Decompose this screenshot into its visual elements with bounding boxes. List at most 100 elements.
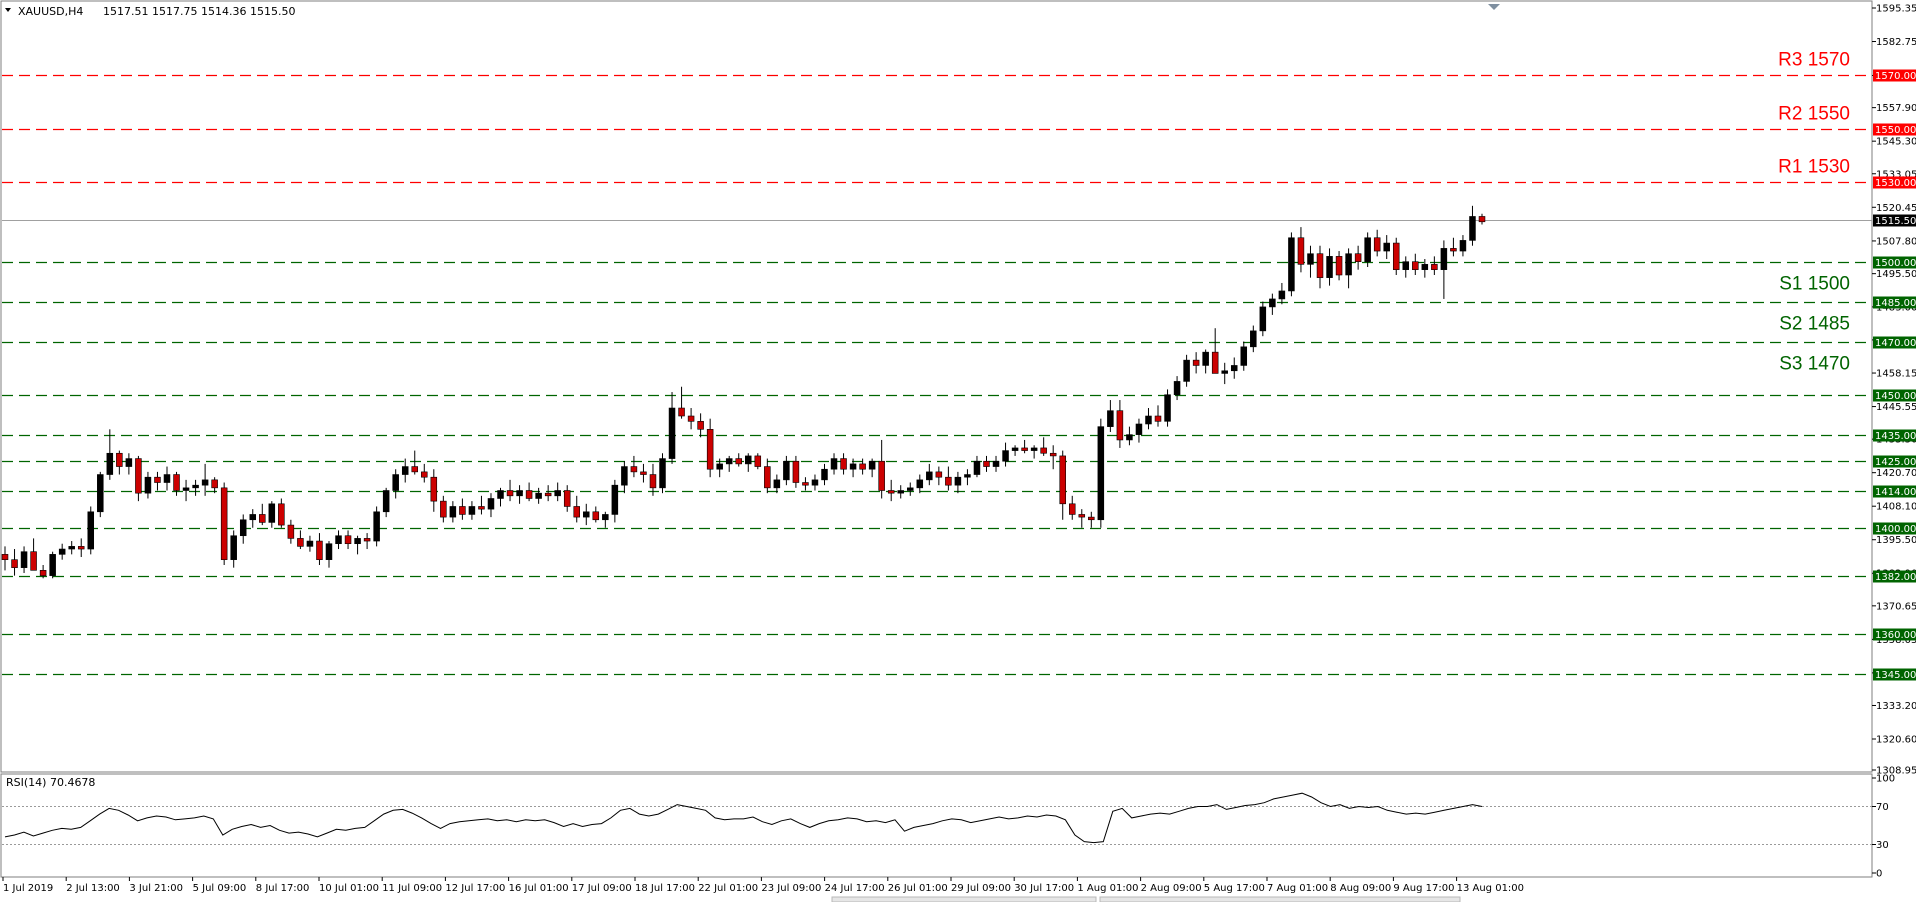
candle (125, 453, 133, 475)
candle-body (859, 463, 866, 470)
rsi-tick-label: 70 (1876, 802, 1889, 813)
candle (697, 413, 704, 438)
current-price-badge (1873, 214, 1916, 227)
price-tick-label: 1333.20 (1876, 701, 1916, 712)
candle-body (516, 490, 523, 497)
candle-body (849, 463, 857, 470)
candle-body (640, 471, 647, 475)
candle-body (430, 476, 438, 502)
rsi-axis: 100 70 30 0 (1872, 774, 1895, 880)
candle-body (68, 546, 75, 550)
candle-body (1278, 290, 1286, 300)
resistance-level-badge (1873, 69, 1916, 82)
candle (468, 501, 476, 520)
shift-marker-icon[interactable] (1488, 4, 1500, 10)
candle-body (525, 490, 533, 499)
candle (1373, 229, 1381, 257)
candle-body (1269, 298, 1276, 308)
candle-body (1364, 237, 1371, 262)
candle (478, 495, 485, 515)
support-level-badge-text: 1400.00 (1875, 524, 1916, 535)
candle-body (106, 452, 114, 475)
candle (1392, 237, 1400, 275)
candle (706, 418, 714, 478)
candle-body (611, 484, 619, 515)
candle (1221, 362, 1228, 385)
candle (592, 506, 600, 523)
candle (544, 485, 552, 502)
candle (506, 479, 514, 502)
candle-body (421, 471, 428, 478)
candle (859, 458, 866, 475)
candle-body (1431, 264, 1438, 270)
candle (144, 471, 152, 499)
time-tick-label: 5 Aug 17:00 (1204, 883, 1265, 894)
candle-body (1230, 365, 1238, 372)
support-level-badge-text: 1360.00 (1875, 630, 1916, 641)
time-tick-label: 17 Jul 09:00 (572, 883, 632, 894)
candle (716, 458, 723, 478)
candle-body (297, 538, 304, 547)
support-level-badge (1873, 668, 1916, 681)
candle-body (459, 506, 466, 515)
candle-body (973, 460, 981, 475)
price-tick-label: 1408.10 (1876, 502, 1916, 513)
candle (39, 564, 47, 579)
candle (687, 408, 695, 430)
candle-body (1440, 248, 1448, 270)
candle (897, 485, 904, 499)
time-tick-label: 8 Jul 17:00 (256, 883, 310, 894)
candle (382, 487, 390, 518)
candle-body (783, 460, 790, 481)
candle (773, 474, 781, 494)
candle-body (887, 490, 895, 494)
candle-body (173, 474, 180, 491)
candle-body (1068, 503, 1076, 515)
candle (887, 479, 895, 502)
candle-body (325, 543, 333, 560)
candle-body (1373, 237, 1381, 252)
candle-body (30, 551, 37, 571)
candle (554, 482, 561, 502)
candle (849, 458, 857, 478)
candle (11, 549, 18, 576)
candle-body (1335, 256, 1343, 276)
candle-body (497, 490, 504, 499)
time-axis: 1 Jul 2019 2 Jul 13:00 3 Jul 21:00 5 Jul 09… (2, 877, 1524, 894)
scrollbar-left[interactable] (831, 896, 1097, 902)
time-tick-label: 8 Aug 09:00 (1330, 883, 1391, 894)
candle (945, 466, 952, 491)
candle (1202, 349, 1209, 374)
candle-body (964, 474, 971, 478)
resistance-level-badge (1873, 176, 1916, 189)
time-tick-label: 24 Jul 17:00 (825, 883, 885, 894)
candle (220, 482, 228, 565)
time-tick-label: 1 Aug 01:00 (1077, 883, 1138, 894)
candle-body (316, 540, 323, 560)
candle (1154, 405, 1162, 427)
candle (182, 479, 190, 502)
candle-body (1, 554, 9, 560)
candle (640, 463, 647, 483)
candle (621, 461, 628, 494)
candle (116, 450, 123, 475)
price-tick-label: 1582.75 (1876, 37, 1916, 48)
candle (1307, 245, 1314, 278)
support-level-badge (1873, 485, 1916, 498)
candle-body (1192, 359, 1200, 366)
dropdown-triangle-icon[interactable] (5, 8, 11, 12)
candle-body (706, 429, 714, 470)
resistance-level-badge (1873, 123, 1916, 136)
support-level-badge (1873, 429, 1916, 442)
support-level-label: S3 1470 (1779, 354, 1850, 375)
candle (611, 479, 619, 523)
support-level-badge (1873, 522, 1916, 535)
candle (87, 506, 95, 555)
support-level-badge-text: 1485.00 (1875, 298, 1916, 309)
scrollbar-right[interactable] (1099, 896, 1461, 902)
candle-body (602, 514, 609, 521)
candle (1240, 341, 1248, 371)
price-tick-label: 1595.35 (1876, 4, 1916, 15)
candle-body (535, 492, 542, 499)
candle-body (1450, 248, 1457, 252)
